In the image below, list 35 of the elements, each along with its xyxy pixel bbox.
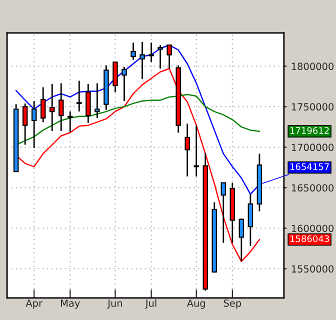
candlestick	[76, 80, 82, 112]
candlestick	[86, 83, 91, 124]
y-tick-label: 1750000	[292, 103, 334, 111]
x-tick-label: Aug	[186, 300, 205, 309]
x-tick-label: Jun	[107, 300, 122, 309]
y-tick-label: 1800000	[292, 62, 334, 70]
text: 1586043	[290, 235, 329, 242]
candlestick	[22, 102, 28, 146]
x-tick-label: Sep	[224, 299, 242, 309]
candlestick	[68, 110, 73, 133]
y-tick-label: 1600000	[292, 224, 334, 232]
candlestick	[58, 82, 64, 132]
candlestick	[50, 83, 55, 132]
candlestick	[40, 86, 46, 123]
candlestick	[184, 123, 190, 178]
candlestick	[238, 218, 244, 262]
y-tick-label: 1550000	[292, 265, 334, 273]
candlestick	[248, 194, 254, 247]
candlestick	[220, 182, 226, 244]
candlestick	[130, 42, 136, 60]
candlestick	[112, 61, 118, 93]
y-tick-label: 1650000	[292, 184, 334, 192]
x-tick-label: Jul	[144, 299, 156, 309]
x-tick-label: Apr	[26, 300, 43, 309]
candlestick	[31, 100, 37, 149]
candlestick	[140, 41, 145, 80]
candlestick	[122, 66, 127, 102]
candlestick	[194, 124, 199, 178]
x-tick-label: May	[61, 300, 80, 309]
text: 1719612	[290, 127, 329, 134]
candlestick	[148, 42, 154, 63]
y-tick-label: 1700000	[292, 144, 334, 152]
candlestick	[94, 82, 100, 119]
annotation: 1654157	[290, 163, 329, 170]
candlestick	[158, 44, 163, 70]
